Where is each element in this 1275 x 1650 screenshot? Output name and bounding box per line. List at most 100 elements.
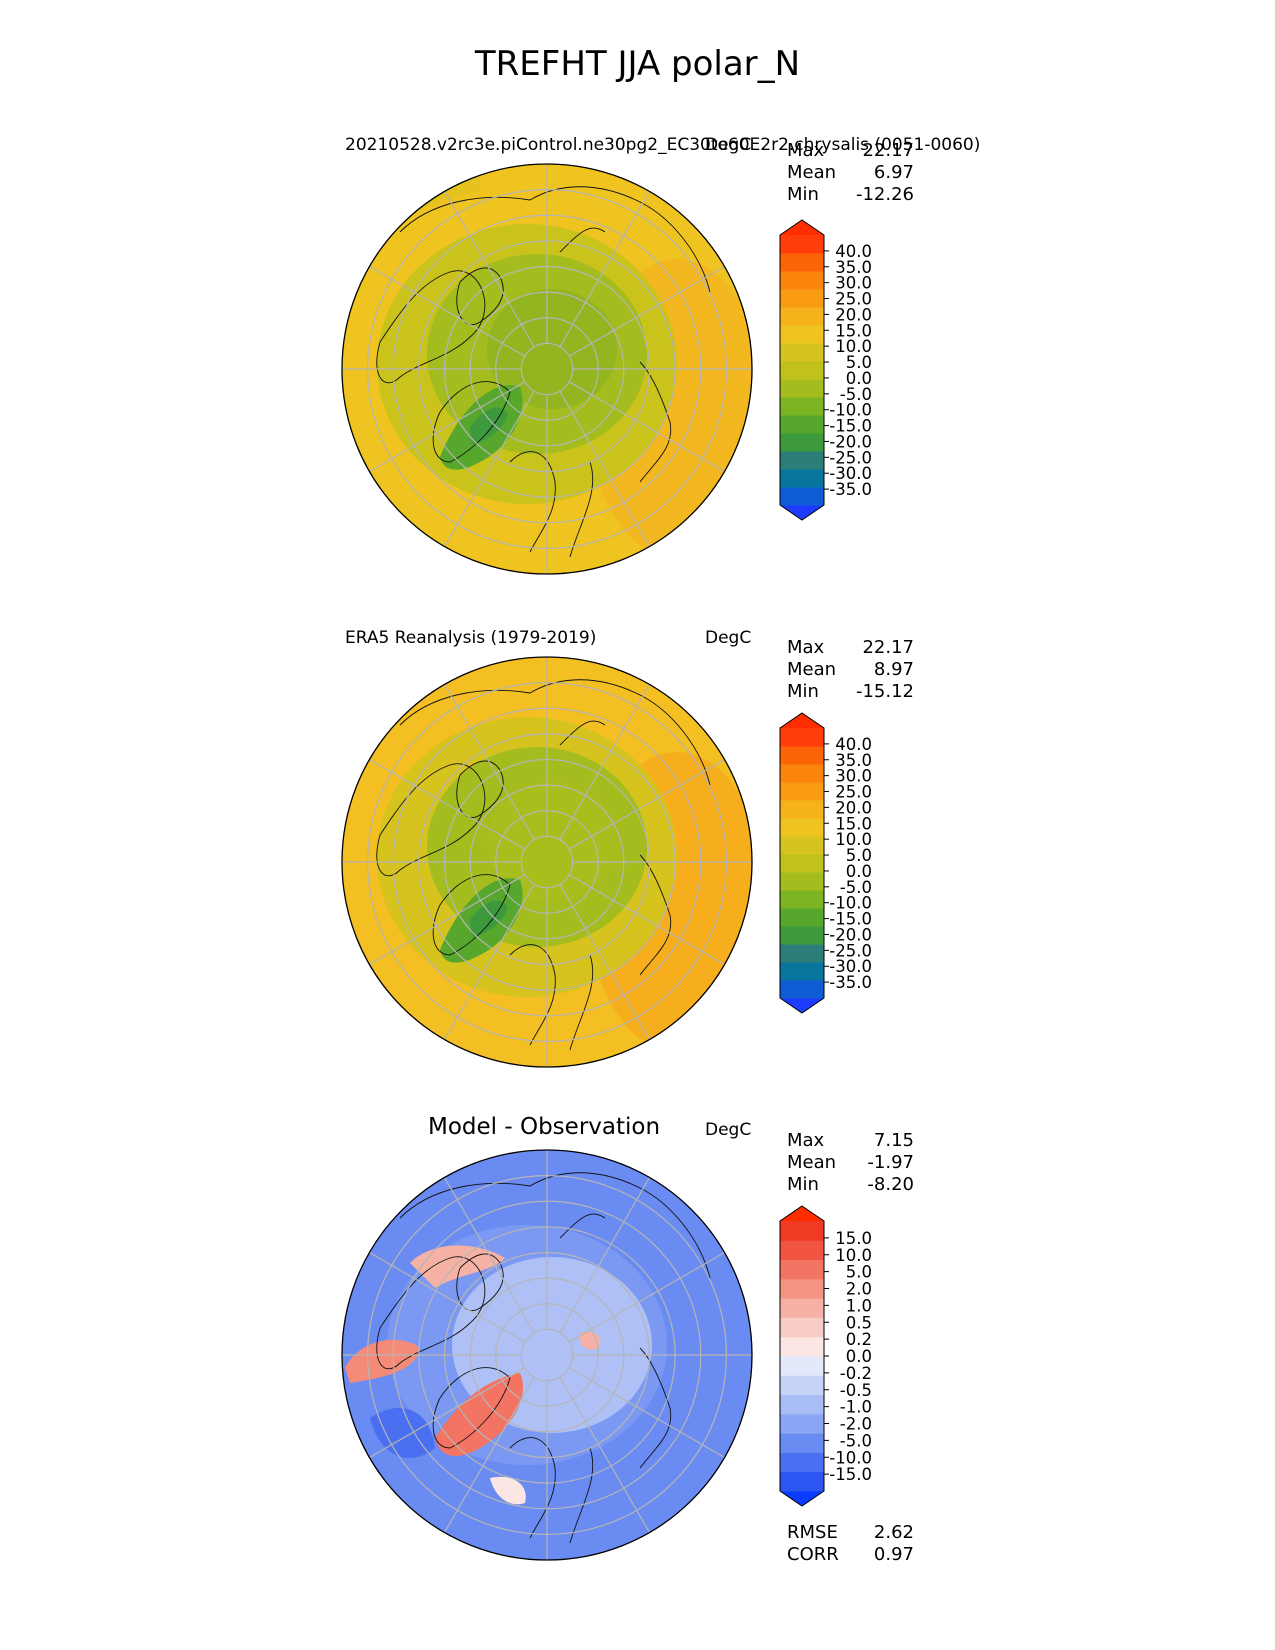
colorbar-segment: [780, 1298, 824, 1318]
colorbar-tick-label: 25.0: [835, 290, 872, 309]
stat-mean: Mean 6.97: [787, 162, 914, 183]
colorbar-tick-label: 15.0: [835, 814, 872, 833]
colorbar-segment: [780, 728, 824, 747]
field-region: [435, 1373, 524, 1457]
colorbar-tick-label: 10.0: [835, 830, 872, 849]
colorbar-tick-label: 10.0: [835, 1246, 872, 1265]
stat-mean: Mean 8.97: [787, 659, 914, 680]
meridian-line: [568, 1251, 725, 1343]
colorbar-segment: [780, 854, 824, 873]
colorbar-tick-label: 10.0: [835, 337, 872, 356]
stat-min: Min -15.12: [787, 681, 914, 702]
colorbar-segment: [780, 800, 824, 819]
panel-model: 20210528.v2rc3e.piControl.ne30pg2_EC30to…: [0, 0, 1275, 575]
meridian-line: [568, 874, 725, 966]
meridian-line: [443, 1177, 535, 1334]
colorbar-segment: [780, 908, 824, 927]
coastline: [399, 186, 711, 293]
meridian-line: [369, 1367, 526, 1459]
colorbar-segment: [780, 1278, 824, 1299]
figure-title: TREFHT JJA polar_N: [474, 44, 801, 84]
colorbar-tick-label: -10.0: [829, 1448, 872, 1467]
coastline: [399, 679, 711, 786]
colorbar-tick-label: -10.0: [829, 401, 872, 420]
meridian-line: [443, 883, 535, 1040]
field-region: [370, 1408, 435, 1458]
stat-max: Max 22.17: [787, 140, 914, 161]
colorbar-segment: [780, 1452, 824, 1473]
colorbar: 40.035.030.025.020.015.010.05.00.0-5.0-1…: [779, 219, 872, 521]
meridian-line: [443, 684, 535, 841]
colorbar-tick-label: -5.0: [840, 1431, 872, 1450]
colorbar-segment: [780, 1336, 824, 1357]
colorbar: 40.035.030.025.020.015.010.05.00.0-5.0-1…: [779, 712, 872, 1014]
coastline: [399, 1172, 711, 1279]
colorbar-extend-min: [780, 505, 824, 520]
colorbar-segment: [780, 980, 824, 999]
colorbar-segment: [780, 890, 824, 909]
colorbar-segment: [780, 836, 824, 855]
colorbar-tick-label: 0.0: [846, 369, 872, 388]
coastline: [559, 720, 606, 746]
colorbar-tick-label: -2.0: [840, 1415, 872, 1434]
colorbar-extend-min: [780, 998, 824, 1013]
colorbar-segment: [780, 397, 824, 416]
colorbar-tick-label: -25.0: [829, 448, 872, 467]
colorbar-segment: [780, 415, 824, 434]
colorbar-segment: [780, 782, 824, 801]
polar-map: [341, 163, 753, 575]
stat-min: Min -8.20: [787, 1174, 914, 1195]
panel-title: ERA5 Reanalysis (1979-2019): [345, 628, 597, 648]
colorbar-segment: [780, 235, 824, 254]
coastline: [376, 270, 486, 384]
meridian-line: [559, 390, 651, 547]
colorbar-segment: [780, 1221, 824, 1241]
meridian-line: [559, 1177, 651, 1334]
polar-map: [341, 1149, 753, 1561]
colorbar-segment: [780, 1394, 824, 1415]
colorbar-segment: [780, 289, 824, 308]
colorbar-tick-label: -30.0: [829, 957, 872, 976]
colorbar-segment: [780, 361, 824, 380]
colorbar-tick-label: 20.0: [835, 798, 872, 817]
colorbar-tick-label: -1.0: [840, 1398, 872, 1417]
field-region: [470, 407, 508, 444]
colorbar-segment: [780, 818, 824, 837]
colorbar-tick-label: 35.0: [835, 751, 872, 770]
colorbar-segment: [780, 746, 824, 765]
colorbar-tick-label: -20.0: [829, 925, 872, 944]
coastline: [432, 381, 511, 463]
field-region: [410, 1245, 505, 1288]
colorbar-segment: [780, 325, 824, 344]
colorbar-segment: [780, 469, 824, 488]
polar-map: [341, 656, 753, 1068]
field-region: [487, 782, 617, 902]
stat-min: Min -12.26: [787, 184, 914, 205]
coastline: [509, 944, 556, 1046]
meridian-line: [559, 1376, 651, 1533]
meridian-line: [369, 381, 526, 473]
colorbar-tick-label: 40.0: [835, 735, 872, 754]
meridian-line: [369, 874, 526, 966]
colorbar-segment: [780, 343, 824, 362]
meridian-line: [443, 191, 535, 348]
stat-max: Max 7.15: [787, 1130, 914, 1151]
coastline: [376, 1256, 486, 1370]
colorbar-tick-label: -15.0: [829, 910, 872, 929]
colorbar-tick-label: 0.2: [846, 1330, 872, 1349]
colorbar-tick-label: -20.0: [829, 432, 872, 451]
colorbar-outline: [779, 219, 825, 521]
colorbar-tick-label: 1.0: [846, 1296, 872, 1315]
coastline: [432, 1367, 511, 1449]
colorbar: 15.010.05.02.01.00.50.20.0-0.2-0.5-1.0-2…: [779, 1205, 872, 1507]
colorbar-segment: [780, 1317, 824, 1338]
colorbar-tick-label: 30.0: [835, 274, 872, 293]
colorbar-tick-label: 30.0: [835, 767, 872, 786]
colorbar-tick-label: -0.5: [840, 1381, 872, 1400]
colorbar-segment: [780, 764, 824, 783]
panel-title: 20210528.v2rc3e.piControl.ne30pg2_EC30to…: [345, 135, 981, 155]
meridian-line: [443, 390, 535, 547]
colorbar-tick-label: 35.0: [835, 258, 872, 277]
field-region: [470, 900, 508, 937]
colorbar-segment: [780, 872, 824, 891]
